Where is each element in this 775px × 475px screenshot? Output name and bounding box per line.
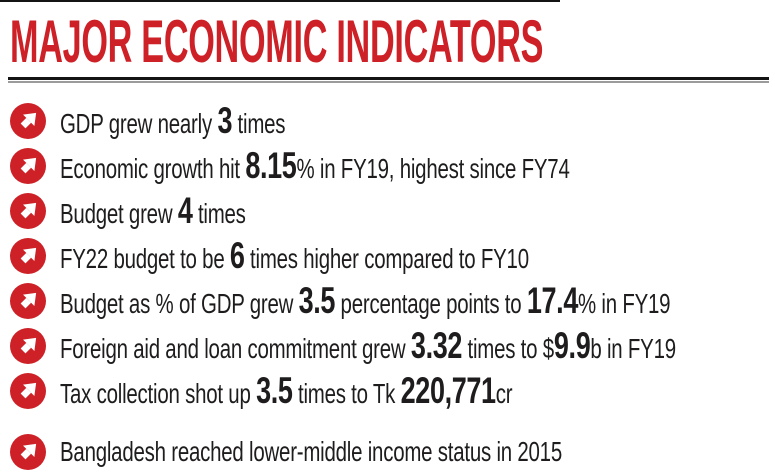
indicator-text: Economic growth hit 8.15% in FY19, highe… [60,147,570,184]
indicator-text-segment: times to $ [462,333,554,364]
indicator-text-segment: 4 [177,190,193,231]
indicator-text: Budget as % of GDP grew 3.5 percentage p… [60,280,671,321]
indicator-text-segment: 3 [217,100,233,141]
indicator-text-segment: 17.4 [526,280,578,321]
up-right-arrow-icon [10,327,46,364]
indicator-text-segment: % in FY19 [577,288,671,319]
indicator-text-segment: Budget as % of GDP grew [60,288,299,319]
indicator-text-segment: 3.5 [256,370,293,411]
indicator-text-segment: 8.15 [245,145,297,186]
indicator-text-segment: Tax collection shot up [60,378,257,409]
indicator-text-segment: 9.9 [553,325,591,366]
indicator-item: GDP grew nearly 3 times [10,98,775,143]
indicator-item: Economic growth hit 8.15% in FY19, highe… [10,143,775,188]
up-right-arrow-icon [10,372,46,409]
indicator-item: Tax collection shot up 3.5 times to Tk 2… [10,368,775,413]
indicator-text-segment: GDP grew nearly [60,108,218,139]
indicator-text-segment: Foreign aid and loan commitment grew [60,333,411,364]
indicator-text-segment: times [192,198,246,229]
indicator-item: FY22 budget to be 6 times higher compare… [10,233,775,278]
indicator-text: Budget grew 4 times [60,192,246,229]
indicator-text: Bangladesh reached lower-middle income s… [60,435,562,467]
indicator-item: Bangladesh reached lower-middle income s… [10,429,775,474]
indicator-text-segment: b in FY19 [590,333,676,364]
indicator-text-segment: Budget grew [60,198,178,229]
up-right-arrow-icon [10,433,46,470]
up-right-arrow-icon [10,282,46,319]
indicator-text: FY22 budget to be 6 times higher compare… [60,237,529,274]
up-right-arrow-icon [10,192,46,229]
indicator-list: GDP grew nearly 3 times Economic growth … [10,98,775,474]
page-title: MAJOR ECONOMIC INDICATORS [10,8,544,75]
up-right-arrow-icon [10,147,46,184]
indicator-text-segment: times [232,108,286,139]
indicator-text-segment: Bangladesh reached lower-middle income s… [60,435,562,467]
title-divider [8,77,769,83]
indicator-text: Foreign aid and loan commitment grew 3.3… [60,327,676,364]
up-right-arrow-icon [10,102,46,139]
indicator-text-segment: FY22 budget to be [60,243,230,274]
indicator-item: Foreign aid and loan commitment grew 3.3… [10,323,775,368]
indicator-text-segment: 220,771 [400,370,496,411]
indicator-text-segment: 3.5 [298,280,336,321]
indicator-text-segment: Economic growth hit [60,153,246,184]
indicator-item: Budget grew 4 times [10,188,775,233]
indicator-text-segment: 6 [229,235,245,276]
indicator-text-segment: % in FY19, highest since FY74 [296,153,570,184]
indicator-text: Tax collection shot up 3.5 times to Tk 2… [60,370,513,411]
indicator-text-segment: times to Tk [292,378,401,409]
indicator-text-segment: times higher compared to FY10 [244,243,529,274]
indicator-text: GDP grew nearly 3 times [60,100,286,141]
up-right-arrow-icon [10,237,46,274]
indicator-text-segment: 3.32 [410,325,463,366]
indicator-text-segment: percentage points to [335,288,527,319]
indicator-item: Budget as % of GDP grew 3.5 percentage p… [10,278,775,323]
indicator-text-segment: cr [495,378,513,409]
top-border-line [0,0,560,2]
